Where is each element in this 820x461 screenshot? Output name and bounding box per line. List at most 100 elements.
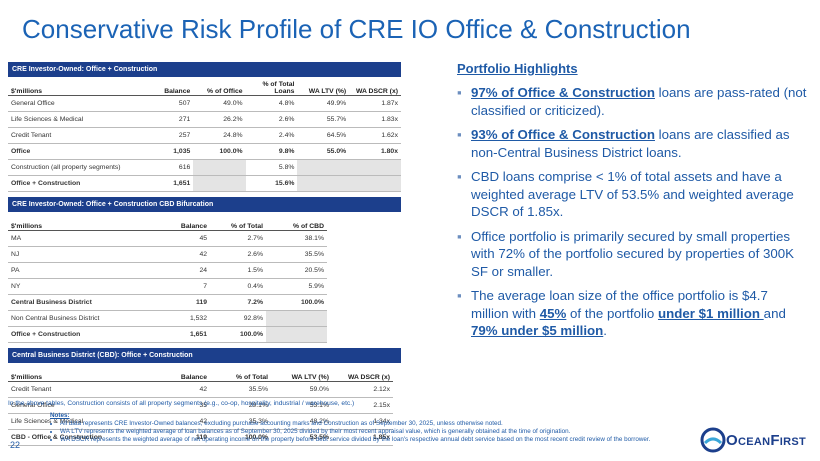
empty-cell [349,159,401,176]
table-cell: 35.5% [210,381,271,398]
table-cell: 9.8% [245,143,298,160]
table-cell: Credit Tenant [8,127,150,144]
table-row: Life Sciences & Medical 42 35.3% 48.2% 1.34x [8,413,393,430]
table-cell: 24 [164,262,210,279]
header-row: $'millions Balance% of Office% of Total L… [8,80,401,96]
empty-cell [349,175,401,192]
notes-title: Notes: [50,412,70,419]
table-cell: 1.85x [332,429,393,446]
table-cell: 55.0% [297,143,350,160]
empty-cell [193,159,246,176]
data-table: $'millions Balance% of Total WA LTV (%) WA … [8,366,393,446]
table-cell: MA [8,230,164,247]
table-cell: 5.9% [266,278,327,295]
table-cell: 1.62x [349,127,401,144]
table-cell: 1,651 [164,326,210,343]
table-cell: 1.83x [349,111,401,128]
table-cell: 271 [149,111,194,128]
table-cell: 49.9% [297,95,350,112]
bullet: 93% of Office & Construction loans are c… [457,126,807,161]
table-cell: 257 [149,127,194,144]
table-cell: 59.0% [271,381,332,398]
table-cell: General Office [8,397,164,414]
bullet: 97% of Office & Construction loans are p… [457,84,807,119]
table-cell: 100.0% [266,294,327,311]
column-header: % of Office [193,80,246,96]
column-header: $'millions [8,80,150,96]
table-cell: NY [8,278,164,295]
logo: OceanFirst [700,427,806,453]
table-cell: Construction (all property segments) [8,159,150,176]
table-row: NJ 42 2.6% 35.5% [8,246,327,263]
table-cell: Central Business District [8,294,164,311]
table-cell: 42 [164,381,210,398]
bullet-emphasis: 45% [539,305,567,321]
table-row: Credit Tenant 42 35.5% 59.0% 2.12x [8,381,393,398]
table-row: Office 1,035 100.0% 9.8% 55.0% 1.80x [8,143,401,160]
table-row: Office + Construction 1,651 100.0% [8,326,327,343]
table-title: CRE Investor-Owned: Office + Constructio… [8,197,401,212]
bullet-text: loans are classified as non-Central Busi… [471,127,790,160]
column-header: WA LTV (%) [297,80,350,96]
column-header: % of CBD [266,215,327,231]
column-header: $'millions [8,215,164,231]
bullet-emphasis: 93% of Office & Construction [471,127,655,142]
bullet-list: 97% of Office & Construction loans are p… [457,84,807,340]
table-cell: 2.7% [210,230,266,247]
table-row: CBD - Office & Construction 119 100.0% 53.5… [8,429,393,446]
table-row: General Office 507 49.0% 4.8% 49.9% 1.87x [8,95,401,112]
note: WA DSCR represents the weighted average … [60,436,750,444]
tables: CRE Investor-Owned: Office + Constructio… [8,57,401,446]
bullet-emphasis: 79% under $5 million [471,323,604,338]
table-cell: 38.1% [266,230,327,247]
table-cell: 53.5% [271,429,332,446]
bullet-text: CBD loans comprise < 1% of total assets … [471,169,794,219]
column-header: % of Total [210,215,266,231]
table-cell: 2.12x [332,381,393,398]
table-cell: 7 [164,278,210,295]
column-header: $'millions [8,366,164,382]
column-header: WA LTV (%) [271,366,332,382]
table-cell: 45 [164,230,210,247]
table-cell: 1.5% [210,262,266,279]
table-cell: 616 [149,159,194,176]
notes-list: All data represents CRE Investor-Owned b… [50,420,750,444]
table-cell: 49.0% [193,95,246,112]
table-row: MA 45 2.7% 38.1% [8,230,327,247]
table-cell: 100.0% [210,429,271,446]
empty-cell [297,159,350,176]
table-cell: 119 [164,294,210,311]
table-cell: 7.2% [210,294,266,311]
table-row: Non Central Business District 1,532 92.8% [8,310,327,327]
column-header: % of Total [210,366,271,382]
table-cell: 2.4% [245,127,298,144]
header-row: $'millions Balance% of Total WA LTV (%) WA … [8,366,393,382]
table-cell: 119 [164,429,210,446]
table-row: PA 24 1.5% 20.5% [8,262,327,279]
table-cell: Office + Construction [8,175,150,192]
table-cell: General Office [8,95,150,112]
logo-text: OceanFirst [726,431,807,449]
column-header: WA DSCR (x) [349,80,401,96]
column-header: WA DSCR (x) [332,366,393,382]
table-title: CRE Investor-Owned: Office + Constructio… [8,62,401,77]
header-row: $'millions Balance% of Total% of CBD [8,215,327,231]
table-row: Office + Construction 1,651 15.6% [8,175,401,192]
table-cell: 64.5% [297,127,350,144]
table-row: Credit Tenant 257 24.8% 2.4% 64.5% 1.62x [8,127,401,144]
table-cell: 26.2% [193,111,246,128]
table-cell: 1,651 [149,175,194,192]
table-cell: 20.5% [266,262,327,279]
bullet-emphasis: 97% of Office & Construction [471,85,655,100]
slide-title: Conservative Risk Profile of CRE IO Offi… [22,14,691,44]
empty-cell [266,326,327,343]
table-cell: 2.15x [332,397,393,414]
footnote: In the above tables, Construction consis… [8,400,355,407]
table-cell: 2.6% [210,246,266,263]
table-cell: 53.1% [271,397,332,414]
table-cell: 100.0% [210,326,266,343]
empty-cell [266,310,327,327]
column-header: Balance [149,80,194,96]
table-cell: Credit Tenant [8,381,164,398]
